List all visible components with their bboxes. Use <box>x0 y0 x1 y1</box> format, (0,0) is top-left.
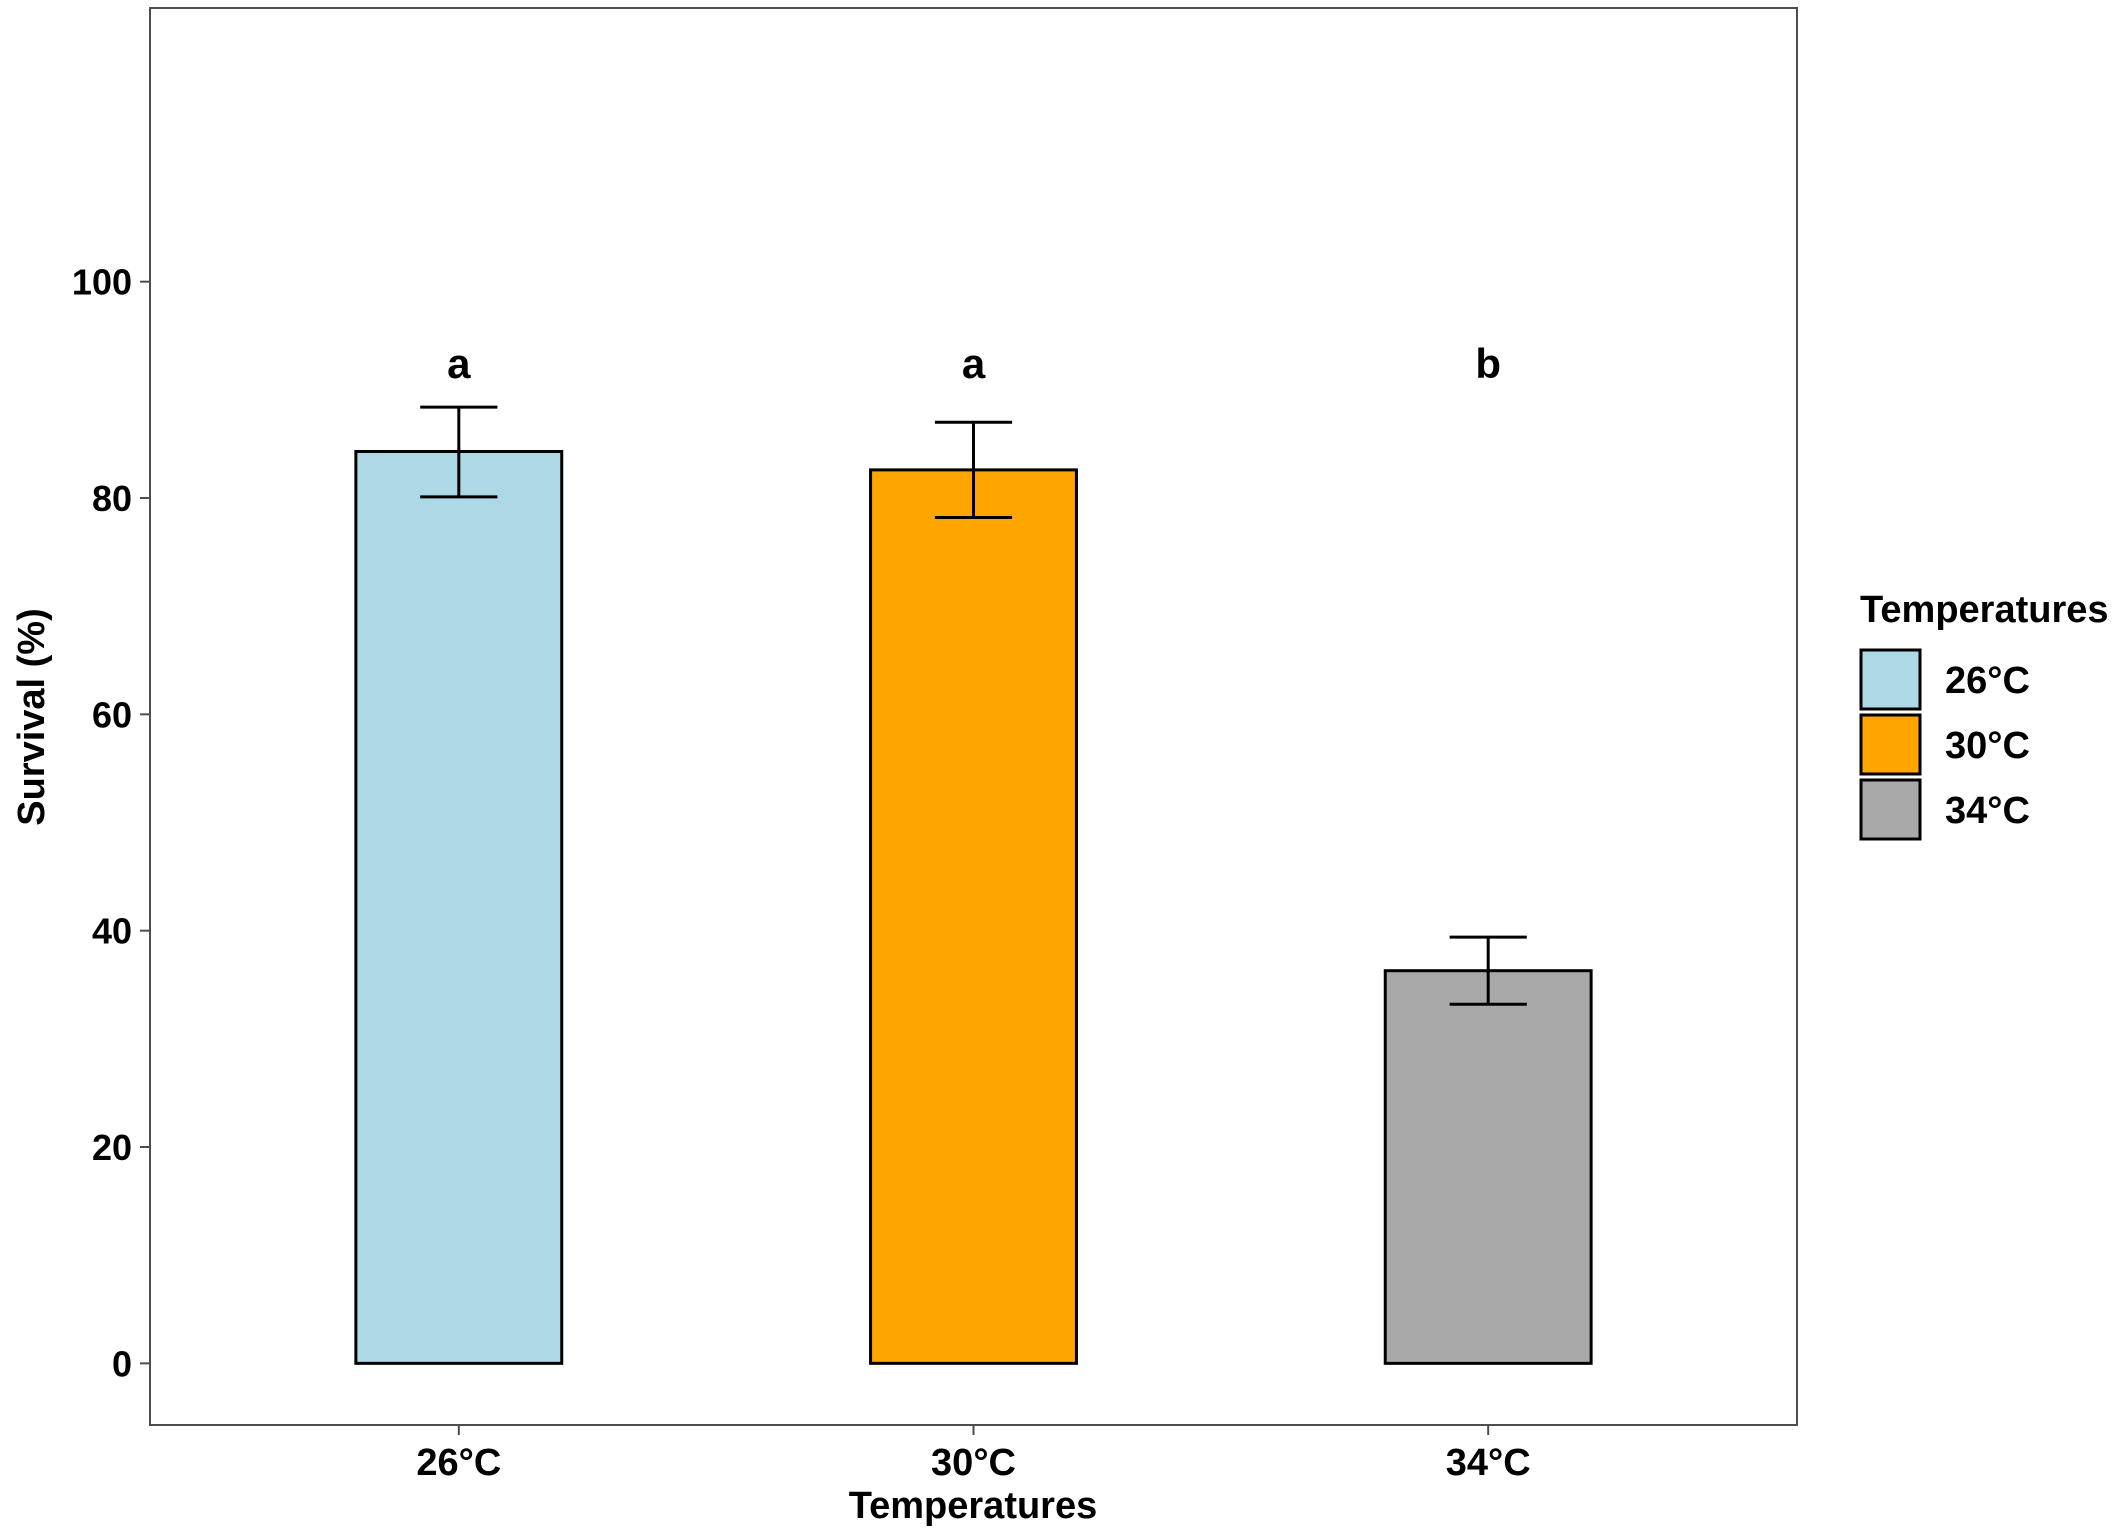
x-tick-label: 30°C <box>931 1442 1016 1484</box>
y-axis: 0 20 40 60 80 100 <box>72 262 150 1384</box>
x-tick-label: 26°C <box>416 1442 501 1484</box>
significance-letter: a <box>962 340 986 387</box>
legend-swatch <box>1859 778 1922 841</box>
error-bars <box>420 405 1527 1006</box>
legend-swatch <box>1859 648 1922 711</box>
y-tick-label: 80 <box>92 478 132 519</box>
y-axis-title: Survival (%) <box>11 608 53 826</box>
y-tick-label: 60 <box>92 694 132 735</box>
significance-letter: a <box>447 340 471 387</box>
significance-letter: b <box>1475 340 1501 387</box>
bar-1 <box>354 449 564 1365</box>
x-axis: 26°C 30°C 34°C <box>416 1425 1531 1484</box>
y-tick-label: 40 <box>92 911 132 952</box>
legend-title: Temperatures <box>1860 589 2109 631</box>
bar-2 <box>869 468 1078 1365</box>
y-tick-label: 0 <box>112 1343 132 1384</box>
y-tick-label: 20 <box>92 1127 132 1168</box>
legend-swatch <box>1859 713 1922 776</box>
x-axis-title: Temperatures <box>849 1485 1098 1527</box>
bars <box>354 449 1593 1365</box>
legend-label: 34°C <box>1945 790 2030 832</box>
legend: Temperatures 26°C 30°C 34°C <box>1859 589 2109 841</box>
legend-label: 26°C <box>1945 660 2030 702</box>
y-tick-label: 100 <box>72 262 132 303</box>
legend-label: 30°C <box>1945 725 2030 767</box>
x-tick-label: 34°C <box>1446 1442 1531 1484</box>
bar-3 <box>1383 969 1593 1365</box>
